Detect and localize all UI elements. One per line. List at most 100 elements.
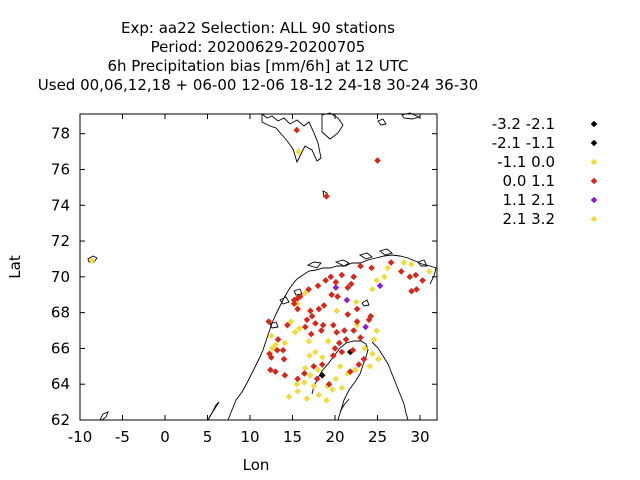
data-point-series-3 <box>406 273 414 281</box>
data-point-series-3 <box>279 346 287 354</box>
data-point-series-3 <box>310 363 318 370</box>
legend-label: 0.0 1.1 <box>503 172 555 190</box>
data-point-series-3 <box>338 271 346 279</box>
data-point-series-2 <box>294 388 301 395</box>
data-point-series-3 <box>274 336 282 343</box>
data-points <box>88 126 433 404</box>
data-point-series-2 <box>307 371 314 379</box>
data-point-series-2 <box>301 289 309 297</box>
data-point-series-2 <box>369 286 376 293</box>
title-line-4: Used 00,06,12,18 + 06-00 12-06 18-12 24-… <box>38 76 478 94</box>
y-tick-label: 66 <box>51 339 70 357</box>
data-point-series-3 <box>320 302 328 309</box>
data-point-series-2 <box>287 318 295 325</box>
data-point-series-3 <box>290 300 298 307</box>
legend-label: 1.1 2.1 <box>503 191 555 209</box>
data-point-series-2 <box>353 321 361 329</box>
data-point-series-2 <box>303 395 311 402</box>
data-point-series-1 <box>318 371 326 379</box>
data-point-series-3 <box>272 368 279 375</box>
data-point-series-2 <box>88 257 96 265</box>
data-point-series-3 <box>333 329 340 336</box>
chart-title: Exp: aa22 Selection: ALL 90 stations Per… <box>38 19 478 94</box>
data-point-series-3 <box>338 348 346 356</box>
data-point-series-3 <box>267 366 274 374</box>
data-point-series-3 <box>360 355 368 363</box>
data-point-series-3 <box>365 316 373 324</box>
x-tick-label: 15 <box>283 428 302 446</box>
y-tick-label: 64 <box>51 375 70 393</box>
data-point-series-2 <box>315 391 323 399</box>
y-tick-label: 68 <box>51 304 70 322</box>
data-point-series-3 <box>323 193 330 200</box>
data-point-series-3 <box>367 312 374 320</box>
data-point-series-3 <box>322 277 329 284</box>
data-point-series-2 <box>306 352 313 359</box>
data-point-series-2 <box>267 332 275 340</box>
data-point-series-2 <box>294 300 301 307</box>
data-point-series-3 <box>313 375 321 383</box>
x-tick-label: 25 <box>368 428 387 446</box>
data-point-series-3 <box>357 262 364 270</box>
data-point-series-3 <box>303 316 311 324</box>
data-point-series-2 <box>293 380 301 388</box>
data-point-series-3 <box>387 259 395 266</box>
data-point-series-4 <box>332 284 340 291</box>
legend-label: -2.1 -1.1 <box>492 134 555 152</box>
legend-label: -1.1 0.0 <box>497 153 555 171</box>
data-point-series-3 <box>355 361 363 368</box>
data-point-series-2 <box>375 355 382 363</box>
x-axis-ticks: -10 -5 0 5 10 15 20 25 30 <box>68 114 430 446</box>
legend-label: 2.1 3.2 <box>503 210 555 228</box>
data-point-series-3 <box>357 334 364 341</box>
data-point-series-3 <box>413 286 420 293</box>
data-point-series-2 <box>329 386 336 393</box>
data-point-series-3 <box>412 271 420 279</box>
data-point-series-3 <box>374 157 381 164</box>
data-point-series-3 <box>332 278 340 286</box>
data-point-series-3 <box>344 311 352 318</box>
legend-label: -3.2 -2.1 <box>492 115 555 133</box>
data-point-series-3 <box>296 293 304 300</box>
data-point-series-3 <box>319 321 327 329</box>
data-point-series-2 <box>318 354 326 361</box>
data-point-series-2 <box>272 341 279 349</box>
data-point-series-3 <box>344 284 352 291</box>
data-point-series-3 <box>307 307 314 315</box>
data-point-series-2 <box>285 393 293 401</box>
y-tick-label: 74 <box>51 196 70 214</box>
title-line-3: 6h Precipitation bias [mm/6h] at 12 UTC <box>107 57 408 75</box>
data-point-series-3 <box>294 375 301 383</box>
data-point-series-2 <box>333 307 340 315</box>
y-tick-label: 76 <box>51 160 70 178</box>
data-point-series-3 <box>353 318 361 325</box>
legend-marker <box>590 196 598 204</box>
data-point-series-2 <box>366 363 374 370</box>
data-point-series-2 <box>312 348 319 356</box>
data-point-series-3 <box>330 321 337 329</box>
legend-marker <box>590 215 598 223</box>
data-point-series-3 <box>318 327 325 334</box>
data-point-series-3 <box>280 355 288 363</box>
data-point-series-4 <box>343 296 351 304</box>
data-point-series-3 <box>328 291 335 299</box>
data-point-series-2 <box>268 345 276 352</box>
data-point-series-3 <box>335 339 343 347</box>
x-axis-label: Lon <box>243 456 270 474</box>
data-point-series-3 <box>293 126 301 134</box>
x-tick-label: 10 <box>240 428 259 446</box>
data-point-series-3 <box>266 350 273 358</box>
data-point-series-3 <box>265 318 272 325</box>
data-point-series-3 <box>327 273 335 281</box>
data-point-series-3 <box>368 264 375 272</box>
x-tick-label: -5 <box>115 428 130 446</box>
data-point-series-2 <box>373 277 380 284</box>
data-point-series-2 <box>281 339 289 347</box>
data-point-series-2 <box>301 379 308 386</box>
plot-frame <box>79 113 438 421</box>
data-point-series-3 <box>342 336 350 343</box>
data-point-series-2 <box>296 325 303 333</box>
data-point-series-3 <box>318 361 326 368</box>
data-point-series-3 <box>349 346 357 354</box>
data-point-series-3 <box>331 345 339 352</box>
